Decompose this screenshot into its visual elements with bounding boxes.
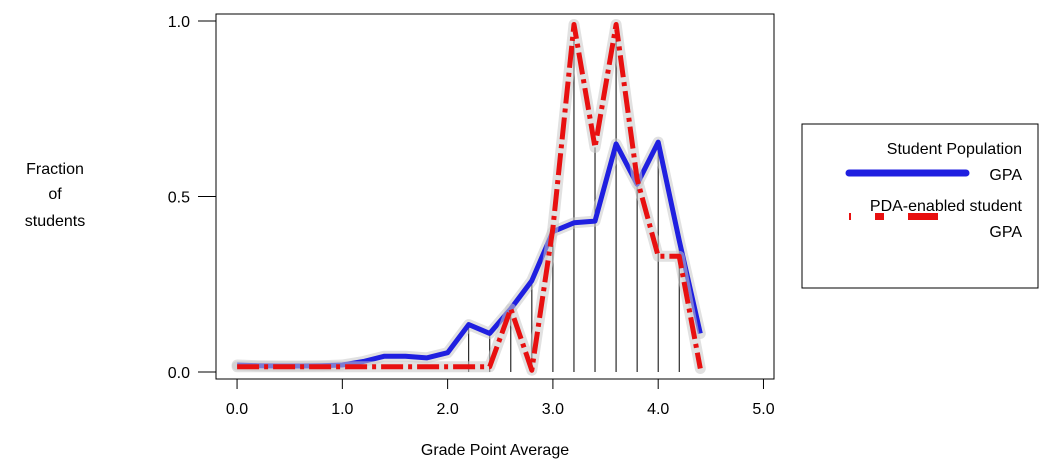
y-tick-label: 0.5 <box>168 190 190 207</box>
y-tick-label: 1.0 <box>168 14 190 31</box>
x-tick-label: 2.0 <box>436 401 458 418</box>
y-axis-label-line-1: Fraction <box>26 161 84 178</box>
x-tick-label: 3.0 <box>542 401 564 418</box>
legend-series-1-label-line-1: Student Population <box>887 141 1022 158</box>
legend-series-1-label-line-2: GPA <box>989 167 1022 184</box>
x-axis-ticks: 0.0 1.0 2.0 3.0 4.0 5.0 <box>226 379 775 418</box>
y-axis-label-line-3: students <box>25 213 85 230</box>
x-tick-label: 5.0 <box>752 401 774 418</box>
x-tick-label: 1.0 <box>331 401 353 418</box>
x-tick-label: 0.0 <box>226 401 248 418</box>
series-2-line <box>237 22 703 373</box>
x-axis-label: Grade Point Average <box>421 442 569 459</box>
y-axis-label-line-2: of <box>48 186 62 203</box>
y-axis-ticks: 0.0 0.5 1.0 <box>168 14 216 382</box>
legend-series-2-label-line-2: GPA <box>989 224 1022 241</box>
x-tick-label: 4.0 <box>647 401 669 418</box>
y-tick-label: 0.0 <box>168 365 190 382</box>
plot-frame <box>215 13 775 380</box>
legend-series-2-label-line-1: PDA-enabled student <box>870 198 1023 215</box>
legend: Student Population GPA PDA-enabled stude… <box>801 123 1039 289</box>
legend-series-2-swatch <box>849 213 938 220</box>
series-layer <box>231 19 706 376</box>
legend-box <box>801 123 1039 289</box>
